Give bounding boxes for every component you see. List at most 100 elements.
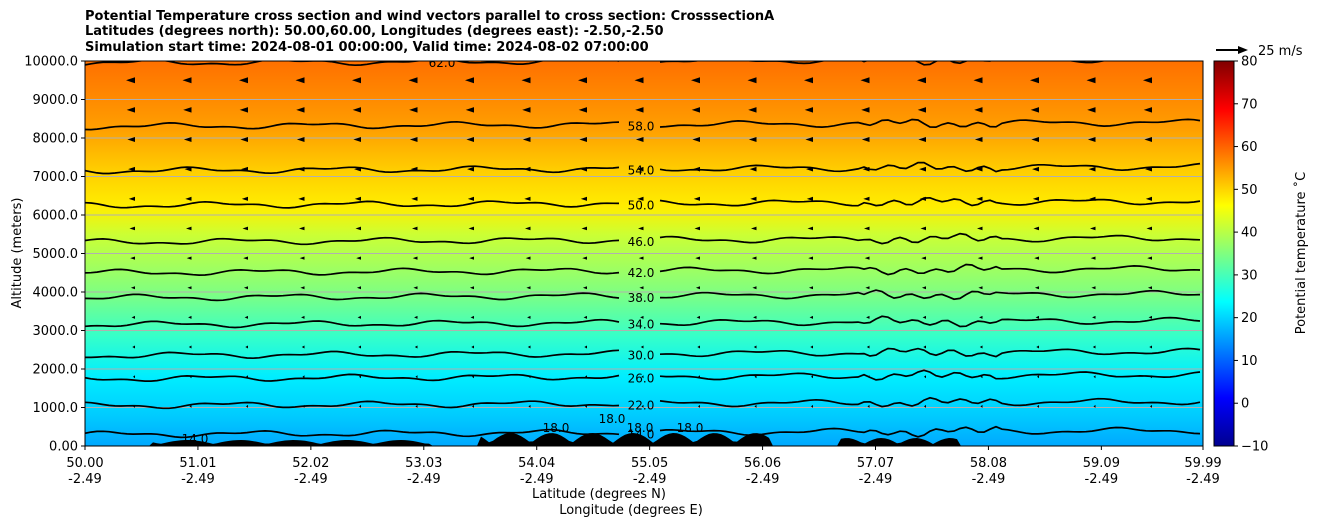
wind-arrow xyxy=(864,256,870,260)
wind-arrow xyxy=(917,77,926,84)
wind-arrow xyxy=(471,345,474,349)
wind-arrow xyxy=(240,137,248,143)
wind-arrow xyxy=(924,375,926,379)
x-tick-label-lon: -2.49 xyxy=(294,472,328,487)
wind-arrow xyxy=(808,256,813,260)
wind-arrow xyxy=(472,375,474,379)
wind-arrow xyxy=(466,137,474,143)
wind-arrow xyxy=(641,375,644,379)
wind-arrow xyxy=(527,345,531,349)
wind-arrow xyxy=(751,256,757,260)
wind-arrow xyxy=(412,226,418,231)
wind-arrow xyxy=(243,286,248,290)
wind-arrow xyxy=(521,77,531,84)
wind-arrow xyxy=(811,375,813,379)
wind-arrow xyxy=(186,256,192,260)
wind-arrow xyxy=(189,375,192,379)
wind-arrow xyxy=(754,375,757,379)
wind-arrow xyxy=(639,286,644,290)
wind-arrow xyxy=(127,137,135,143)
wind-arrow xyxy=(184,166,192,172)
wind-arrow xyxy=(980,375,983,379)
contour-label: 58.0 xyxy=(628,119,655,133)
wind-arrow xyxy=(692,137,700,143)
wind-arrow xyxy=(865,286,870,290)
wind-arrow xyxy=(1092,345,1096,349)
wind-arrow xyxy=(748,107,757,113)
contour-label: 14.0 xyxy=(628,427,655,441)
x-axis: 50.00-2.4951.01-2.4952.02-2.4953.03-2.49… xyxy=(66,446,1222,487)
wind-arrow xyxy=(299,256,305,260)
x-tick-label-lon: -2.49 xyxy=(1085,472,1119,487)
wind-arrow xyxy=(1092,315,1096,319)
wind-arrow xyxy=(641,404,644,408)
contour-line xyxy=(659,347,1201,358)
wind-arrow xyxy=(188,315,192,319)
wind-arrow xyxy=(694,226,700,231)
wind-arrow xyxy=(923,345,926,349)
x-tick-label-lon: -2.49 xyxy=(181,472,215,487)
wind-arrow xyxy=(581,226,587,231)
wind-arrow xyxy=(189,404,192,408)
contour-line xyxy=(659,369,1201,381)
wind-arrow xyxy=(1087,107,1096,113)
wind-arrow xyxy=(806,166,813,172)
wind-arrow xyxy=(296,107,305,113)
wind-arrow xyxy=(126,77,135,84)
wind-arrow xyxy=(356,286,361,290)
colorbar-label: Potential temperature ˚C xyxy=(1293,172,1309,335)
wind-arrow xyxy=(525,256,531,260)
wind-arrow xyxy=(241,196,248,201)
wind-arrow xyxy=(640,345,644,349)
wind-arrow xyxy=(698,375,700,379)
wind-arrow xyxy=(1030,77,1039,84)
wind-arrow xyxy=(807,226,813,231)
wind-arrow xyxy=(357,315,361,319)
wind-arrow xyxy=(1091,286,1096,290)
wind-arrow xyxy=(810,345,813,349)
wind-arrow xyxy=(1090,226,1096,231)
wind-arrow xyxy=(297,166,305,172)
wind-arrow xyxy=(413,286,418,290)
wind-arrow xyxy=(804,77,813,84)
wind-arrow xyxy=(1144,137,1152,143)
wind-arrow xyxy=(128,196,135,201)
wind-arrow xyxy=(635,137,644,143)
wind-arrow xyxy=(465,77,474,84)
wind-arrow xyxy=(188,345,192,349)
wind-arrow xyxy=(359,375,361,379)
y-tick-label: 0.00 xyxy=(49,440,78,455)
contour-label: 38.0 xyxy=(628,291,655,305)
contour-label: 54.0 xyxy=(628,164,655,178)
chart-title-line-3: Simulation start time: 2024-08-01 00:00:… xyxy=(85,40,649,55)
wind-arrow xyxy=(924,404,926,408)
wind-arrow xyxy=(1087,137,1096,143)
wind-arrow xyxy=(527,315,531,319)
wind-arrow xyxy=(861,107,870,113)
wind-arrow xyxy=(753,315,757,319)
x-axis-label-2: Longitude (degrees E) xyxy=(559,503,703,518)
wind-arrow xyxy=(1032,166,1039,172)
wind-arrow xyxy=(1145,166,1152,172)
wind-arrow xyxy=(467,196,474,201)
wind-arrow xyxy=(584,345,587,349)
wind-arrow xyxy=(805,137,813,143)
wind-arrow xyxy=(809,315,813,319)
wind-arrow xyxy=(866,345,870,349)
wind-arrow xyxy=(979,345,983,349)
contour-line xyxy=(85,236,620,246)
colorbar-tick-label: 50 xyxy=(1241,183,1258,198)
colorbar-tick-label: 20 xyxy=(1241,311,1258,326)
wind-arrow xyxy=(355,226,361,231)
wind-arrow xyxy=(917,107,926,113)
wind-arrow xyxy=(524,196,531,201)
wind-arrow xyxy=(239,77,248,84)
wind-arrow xyxy=(528,404,531,408)
wind-arrow xyxy=(1143,107,1152,113)
contour-label: 50.0 xyxy=(628,198,655,212)
wind-arrow xyxy=(301,315,305,319)
contour-line xyxy=(85,200,620,209)
quiver-key: 25 m/s xyxy=(1216,44,1303,59)
x-tick-label-lon: -2.49 xyxy=(746,472,780,487)
wind-arrow xyxy=(185,196,192,201)
